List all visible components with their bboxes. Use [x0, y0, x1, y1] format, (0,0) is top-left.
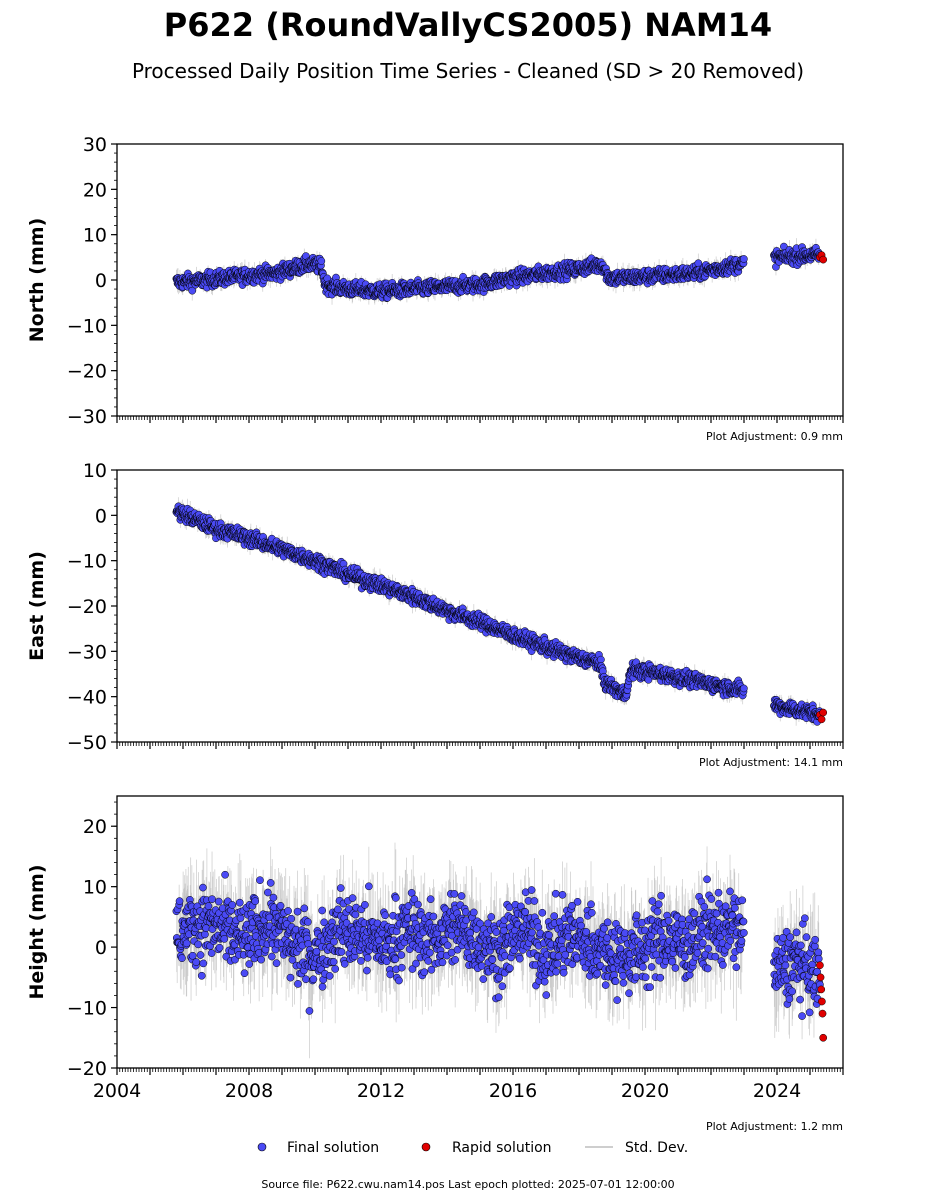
final-point	[317, 257, 326, 265]
plot-adjustment: Plot Adjustment: 0.9 mm	[706, 430, 843, 443]
panels: −30 −20 −10 0 10 20 30 North (mm) Plot Adjustmen…	[26, 134, 844, 1133]
y-tick-label: 10	[83, 225, 107, 247]
y-tick-label: −10	[67, 315, 107, 337]
y-tick-label: −30	[67, 406, 107, 428]
rapid-point	[819, 255, 828, 264]
panel-1-data	[172, 497, 828, 726]
chart-title: P622 (RoundVallyCS2005) NAM14	[164, 6, 772, 44]
y-tick-label: 30	[83, 134, 107, 156]
y-axis-label: North (mm)	[26, 218, 48, 343]
chart-subtitle: Processed Daily Position Time Series - C…	[132, 59, 804, 83]
final-point	[740, 255, 748, 263]
final-point	[597, 655, 605, 664]
panel-0: −30 −20 −10 0 10 20 30 North (mm) Plot Adjustmen…	[26, 134, 844, 443]
y-tick-label: 0	[95, 270, 107, 292]
y-tick-label: 20	[83, 179, 107, 201]
panel-0-data	[172, 238, 828, 305]
y-tick-label: −20	[67, 361, 107, 383]
final-point	[188, 286, 197, 295]
